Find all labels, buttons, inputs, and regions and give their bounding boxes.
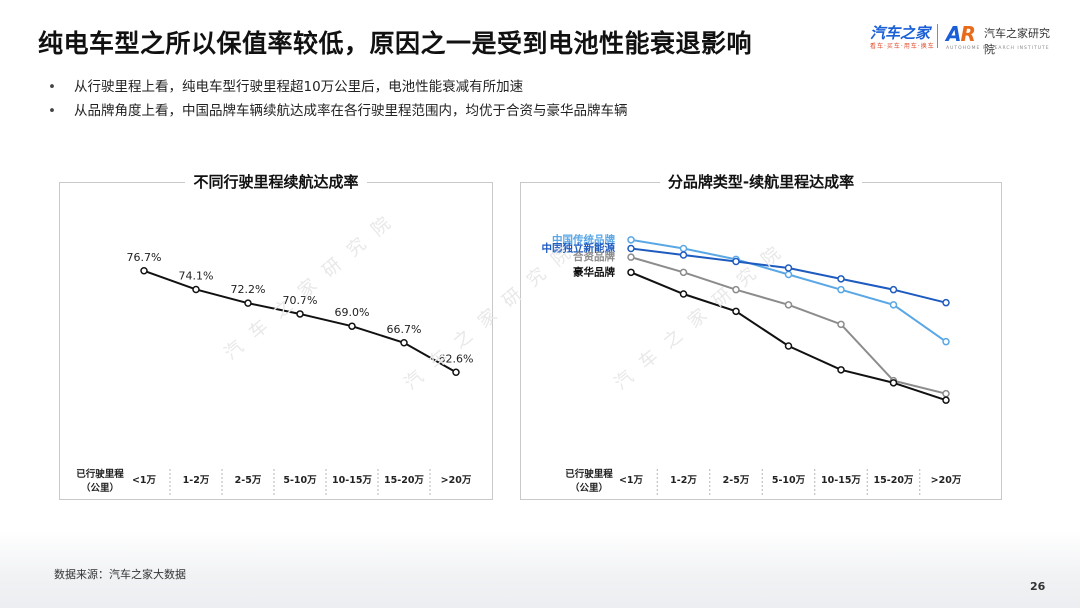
x-tick-label: <1万	[132, 475, 157, 486]
autohome-logo-tagline: 看车·买车·用车·换车	[870, 43, 935, 50]
x-tick-label: 15-20万	[384, 475, 424, 486]
data-point	[400, 339, 408, 347]
x-axis-label: （公里）	[81, 482, 119, 494]
data-point	[784, 342, 793, 350]
data-point	[679, 290, 688, 298]
x-tick-label: 10-15万	[332, 475, 372, 486]
logo-divider	[937, 24, 938, 48]
data-point	[348, 322, 356, 330]
x-tick-label: 2-5万	[235, 475, 262, 486]
data-point	[452, 368, 460, 377]
chart-mileage-svg: <1万 1-2万 2-5万 5-10万 10-15万 15-20万 >20万 已行驶里程 （公里…	[76, 251, 474, 497]
x-tick-label: 5-10万	[772, 475, 806, 486]
data-point	[732, 257, 740, 266]
data-label: 74.1%	[179, 269, 214, 282]
data-point	[296, 310, 304, 318]
data-point	[679, 268, 688, 277]
institute-name: 汽车之家研究院	[984, 27, 1050, 56]
data-point	[244, 299, 252, 307]
ar-logo-a: A	[946, 22, 962, 46]
page-number: 26	[1030, 580, 1046, 593]
data-point	[784, 264, 793, 272]
data-point	[627, 253, 635, 261]
x-tick-label: <1万	[619, 475, 644, 486]
data-point	[627, 236, 635, 244]
legend-label: 豪华品牌	[573, 265, 615, 278]
bullet-item: 从行驶里程上看，纯电车型行驶里程超10万公里后，电池性能衰减有所加速	[48, 78, 628, 102]
chart-panel-brand: 分品牌类型-续航里程达成率 <1万 1-2万 2-5万 5-10万 10-15万 15-2…	[520, 173, 1002, 500]
legend-label: 中国传统品牌	[552, 233, 615, 246]
data-label: 62.6%	[439, 352, 474, 365]
ar-logo-mark: AR	[946, 22, 976, 46]
data-point	[837, 320, 845, 329]
x-axis-label: 已行驶里程	[565, 468, 613, 480]
data-point	[942, 298, 950, 307]
data-point	[192, 285, 200, 294]
data-point	[627, 268, 635, 277]
chart-title-mileage: 不同行驶里程续航达成率	[185, 173, 367, 191]
x-tick-label: 1-2万	[183, 475, 210, 486]
data-source: 数据来源：汽车之家大数据	[54, 568, 186, 581]
x-tick-label: 2-5万	[723, 475, 750, 486]
x-tick-label: >20万	[931, 475, 962, 486]
x-axis-label: （公里）	[570, 482, 608, 494]
institute-name-en: AUTOHOME RESEARCH INSTITUTE	[946, 46, 1050, 51]
data-label: 66.7%	[387, 323, 422, 336]
data-label: 76.7%	[127, 251, 162, 264]
data-point	[837, 275, 845, 283]
data-point	[889, 285, 898, 294]
data-point	[889, 301, 898, 309]
logo: 汽车之家 看车·买车·用车·换车 AR 汽车之家研究院 AUTOHOME RES…	[870, 22, 1060, 56]
data-point	[784, 270, 793, 279]
x-tick-label: 10-15万	[821, 475, 861, 486]
chart-panel-mileage: 不同行驶里程续航达成率 <1万 1-2万 2-5万 5-10万 10-15万 15-20万…	[59, 173, 493, 500]
x-axis-label: 已行驶里程	[76, 468, 124, 480]
data-point	[837, 285, 845, 294]
data-point	[732, 285, 740, 294]
legend-label: 合资品牌	[572, 250, 615, 263]
data-label: 69.0%	[335, 306, 370, 319]
ar-logo-r: R	[960, 22, 975, 46]
data-point	[942, 337, 950, 346]
data-point	[732, 307, 740, 316]
data-point	[627, 244, 635, 253]
data-point	[140, 267, 148, 275]
x-tick-label: 15-20万	[874, 475, 914, 486]
data-point	[942, 389, 950, 398]
legend-label: 中国独立新能源	[542, 242, 616, 255]
data-point	[784, 301, 793, 309]
x-tick-label: 5-10万	[283, 475, 317, 486]
autohome-logo-text: 汽车之家	[870, 24, 931, 42]
bottom-gradient-band	[0, 530, 1080, 608]
data-point	[679, 251, 688, 259]
data-label: 70.7%	[283, 294, 318, 307]
page-title: 纯电车型之所以保值率较低，原因之一是受到电池性能衰退影响	[38, 29, 753, 58]
bullet-item: 从品牌角度上看，中国品牌车辆续航达成率在各行驶里程范围内，均优于合资与豪华品牌车…	[48, 102, 628, 126]
chart-title-brand: 分品牌类型-续航里程达成率	[659, 173, 863, 191]
x-tick-label: 1-2万	[670, 475, 697, 486]
x-tick-label: >20万	[441, 475, 472, 486]
data-point	[889, 379, 898, 387]
data-point	[942, 396, 950, 404]
chart-brand-svg: <1万 1-2万 2-5万 5-10万 10-15万 15-20万 >20万 已行驶里程 （公里…	[542, 233, 962, 497]
data-label: 72.2%	[231, 283, 266, 296]
data-point	[679, 244, 688, 253]
bullet-list: 从行驶里程上看，纯电车型行驶里程超10万公里后，电池性能衰减有所加速 从品牌角度…	[48, 78, 628, 126]
data-point	[837, 366, 845, 374]
